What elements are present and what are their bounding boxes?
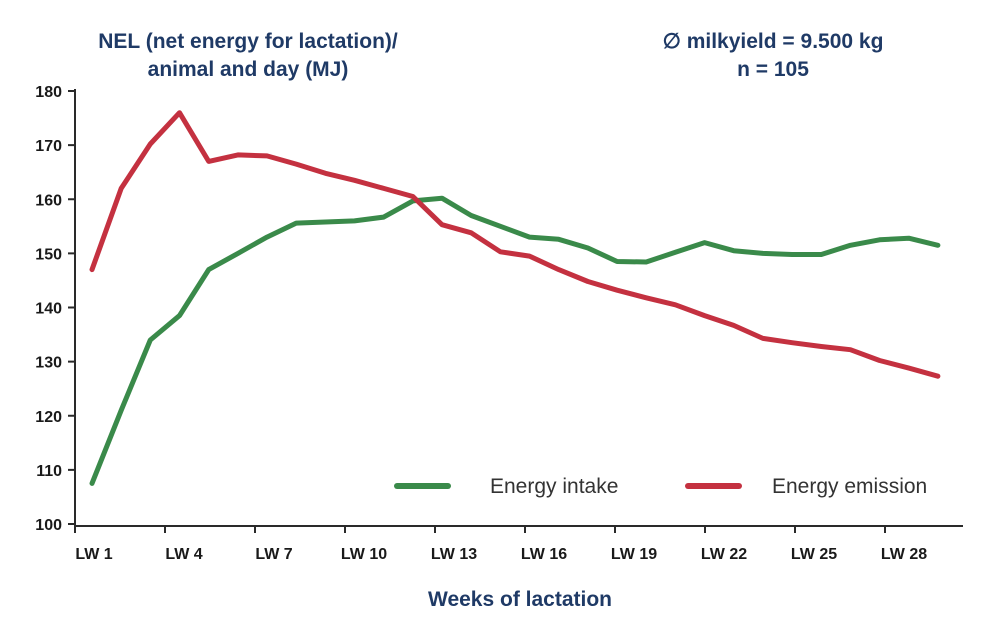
legend: Energy intake Energy emission bbox=[394, 475, 927, 498]
milkyield-annotation-line-2: n = 105 bbox=[737, 58, 809, 81]
y-tick-label: 140 bbox=[35, 301, 62, 318]
x-tick-label: LW 13 bbox=[431, 546, 477, 563]
y-axis-ticks: 100 110 120 130 140 150 160 170 180 bbox=[35, 84, 75, 534]
x-tick-label: LW 1 bbox=[75, 546, 112, 563]
x-tick-label: LW 16 bbox=[521, 546, 567, 563]
x-tick-label: LW 4 bbox=[165, 546, 202, 563]
y-tick-label: 100 bbox=[35, 517, 62, 534]
x-tick-label: LW 19 bbox=[611, 546, 657, 563]
chart-title: NEL (net energy for lactation)/ animal a… bbox=[98, 30, 398, 81]
y-tick-label: 170 bbox=[35, 138, 62, 155]
series-lines bbox=[89, 110, 941, 486]
y-tick-label: 150 bbox=[35, 246, 62, 263]
series-line-energy-emission bbox=[89, 110, 941, 379]
milkyield-annotation: ∅ milkyield = 9.500 kg n = 105 bbox=[663, 30, 884, 81]
y-tick-label: 120 bbox=[35, 409, 62, 426]
y-tick-label: 160 bbox=[35, 192, 62, 209]
x-tick-label: LW 10 bbox=[341, 546, 387, 563]
x-tick-label: LW 22 bbox=[701, 546, 747, 563]
series-line-energy-intake bbox=[89, 195, 941, 486]
legend-label-energy-intake: Energy intake bbox=[490, 475, 618, 498]
chart-title-line-2: animal and day (MJ) bbox=[148, 58, 349, 81]
y-tick-label: 180 bbox=[35, 84, 62, 101]
y-tick-label: 110 bbox=[36, 463, 62, 480]
x-axis-ticks: LW 1 LW 4 LW 7 LW 10 LW 13 LW 16 LW 19 LW 22 LW … bbox=[74, 526, 927, 563]
x-tick-label: LW 25 bbox=[791, 546, 837, 563]
legend-label-energy-emission: Energy emission bbox=[772, 475, 927, 498]
y-tick-label: 130 bbox=[35, 355, 62, 372]
x-tick-label: LW 7 bbox=[255, 546, 292, 563]
chart-title-line-1: NEL (net energy for lactation)/ bbox=[98, 30, 398, 53]
milkyield-annotation-line-1: ∅ milkyield = 9.500 kg bbox=[663, 30, 884, 53]
x-tick-label: LW 28 bbox=[881, 546, 927, 563]
x-axis-label: Weeks of lactation bbox=[428, 588, 612, 611]
